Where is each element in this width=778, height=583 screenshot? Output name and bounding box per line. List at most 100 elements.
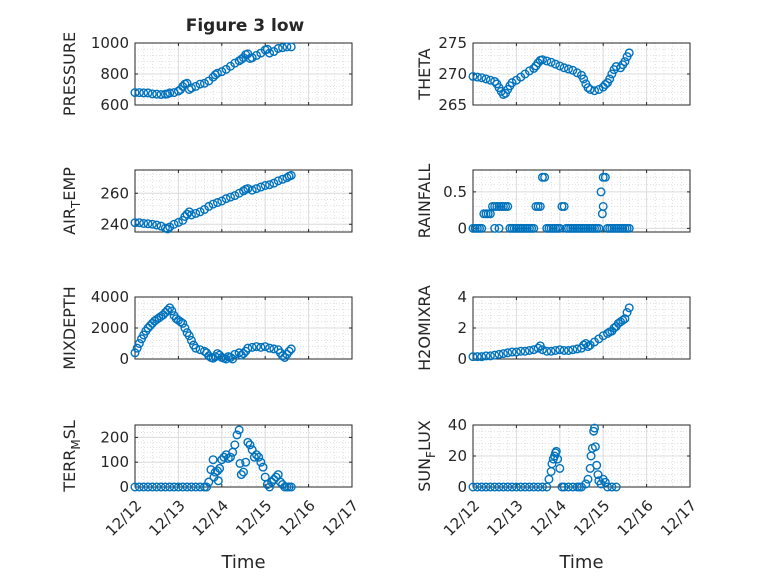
axes-8-marker — [516, 482, 526, 492]
axes-7-marker — [243, 437, 253, 447]
axes-7-marker — [236, 470, 246, 480]
axes-8-xtick-label: 12/13 — [483, 497, 526, 540]
axes-7-background — [135, 425, 352, 487]
axes-4-marker — [600, 172, 610, 182]
axes-3-box — [134, 169, 353, 233]
axes-4-marker — [535, 201, 545, 211]
axes-2-ytick-label: 275 — [438, 34, 467, 52]
axes-2-marker — [568, 65, 578, 75]
axes-7-ylabel: TERRMSL — [60, 420, 83, 493]
axes-5-marker — [265, 343, 275, 353]
axes-3-marker — [265, 180, 275, 190]
axes-7-marker — [256, 457, 266, 467]
axes-1-ytick-label: 600 — [100, 96, 129, 114]
axes-8-marker — [555, 463, 565, 473]
axes-8-marker — [533, 482, 543, 492]
axes-8-marker — [472, 482, 482, 492]
axes-1-marker — [134, 88, 144, 98]
axes-3-marker — [273, 176, 283, 186]
axes-4-ylabel: RAINFALL — [415, 164, 434, 239]
axes-8-marker — [490, 482, 500, 492]
axes-5-marker — [230, 349, 240, 359]
axes-7-marker — [265, 482, 275, 492]
axes-7-marker — [249, 452, 259, 462]
axes-3-marker — [163, 224, 173, 234]
axes-7-ytick-label: 0 — [119, 478, 129, 496]
axes-1-marker — [273, 43, 283, 53]
axes-5-ytick-label: 4000 — [91, 288, 129, 306]
axes-6-ytick-label: 0 — [457, 350, 467, 368]
axes-7-marker — [219, 452, 229, 462]
axes-5-ytick-label: 0 — [119, 350, 129, 368]
axes-8-ylabel: SUNFLUX — [415, 420, 438, 492]
axes-2-marker — [485, 75, 495, 85]
axes-7: 0 100 200 12/12 12/13 12/14 12/15 12/16 12/17 Tim… — [60, 420, 362, 573]
axes-5-marker — [130, 348, 140, 358]
axes-5-marker — [204, 351, 214, 361]
axes-6-marker — [468, 352, 478, 362]
axes-8-marker — [544, 474, 554, 484]
axes-3-marker — [182, 209, 192, 219]
axes-4-marker — [503, 201, 513, 211]
axes-2-marker — [563, 64, 573, 74]
axes-3-marker — [230, 191, 240, 201]
axes-8-marker — [542, 482, 552, 492]
axes-5-marker — [256, 342, 266, 352]
axes-4: 0 0.5 RAINFALL — [415, 164, 691, 239]
axes-4-ytick-label: 0.5 — [443, 183, 467, 201]
axes-7-marker — [254, 452, 264, 462]
axes-6-marker — [490, 350, 500, 360]
axes-8-marker — [590, 423, 600, 433]
axes-3-marker — [243, 184, 253, 194]
axes-7-marker — [213, 476, 223, 486]
axes-4-marker — [597, 209, 607, 219]
axes-2-marker — [546, 57, 556, 67]
axes-8-ytick-label: 40 — [448, 416, 467, 434]
axes-5-marker — [167, 306, 177, 316]
axes-7-marker — [165, 482, 175, 492]
axes-7-xlabel: Time — [220, 552, 265, 573]
axes-8-ytick-label: 20 — [448, 447, 467, 465]
axes-2-marker — [542, 56, 552, 66]
axes-3-marker — [234, 188, 244, 198]
axes-4-marker — [624, 223, 634, 233]
axes-5-marker — [191, 343, 201, 353]
axes-1-marker — [143, 88, 153, 98]
axes-7-marker — [202, 482, 212, 492]
axes-4-marker — [540, 172, 550, 182]
axes-7-marker — [245, 440, 255, 450]
axes-7-xtick-label: 12/13 — [145, 497, 188, 540]
axes-5-marker — [221, 354, 231, 364]
axes-4-background — [473, 170, 690, 232]
axes-4-marker — [596, 187, 606, 197]
axes-5-marker — [234, 348, 244, 358]
axes-1-markers — [130, 42, 296, 99]
axes-8-ytick-label: 0 — [457, 478, 467, 496]
axes-6-marker — [620, 314, 630, 324]
axes-2-marker — [472, 72, 482, 82]
axes-3-marker — [282, 173, 292, 183]
axes-3-ytick-label: 240 — [100, 215, 129, 233]
figure-title: Figure 3 low — [186, 16, 305, 36]
axes-7-markers — [130, 425, 296, 492]
axes-2-marker — [605, 74, 615, 84]
axes-7-marker — [173, 482, 183, 492]
axes-3-marker — [204, 201, 214, 211]
axes-6-marker — [477, 352, 487, 362]
axes-8-marker — [553, 454, 563, 464]
axes-7-marker — [252, 450, 262, 460]
axes-8-marker — [494, 482, 504, 492]
axes-7-xtick-label: 12/14 — [189, 497, 232, 540]
axes-2-ylabel: THETA — [415, 48, 434, 100]
axes-8: 0 20 40 12/12 12/13 12/14 12/15 12/16 12/17 Time S… — [415, 416, 700, 573]
axes-6-marker — [563, 345, 573, 355]
axes-6-marker — [537, 345, 547, 355]
axes-6-marker — [472, 352, 482, 362]
axes-7-marker — [206, 465, 216, 475]
axes-3-marker — [173, 217, 183, 227]
axes-5: 0 2000 4000 MIXDEPTH — [60, 286, 353, 370]
axes-6-marker — [494, 349, 504, 359]
axes-6-marker — [579, 340, 589, 350]
axes-7-marker — [286, 482, 296, 492]
axes-1-marker — [286, 42, 296, 52]
